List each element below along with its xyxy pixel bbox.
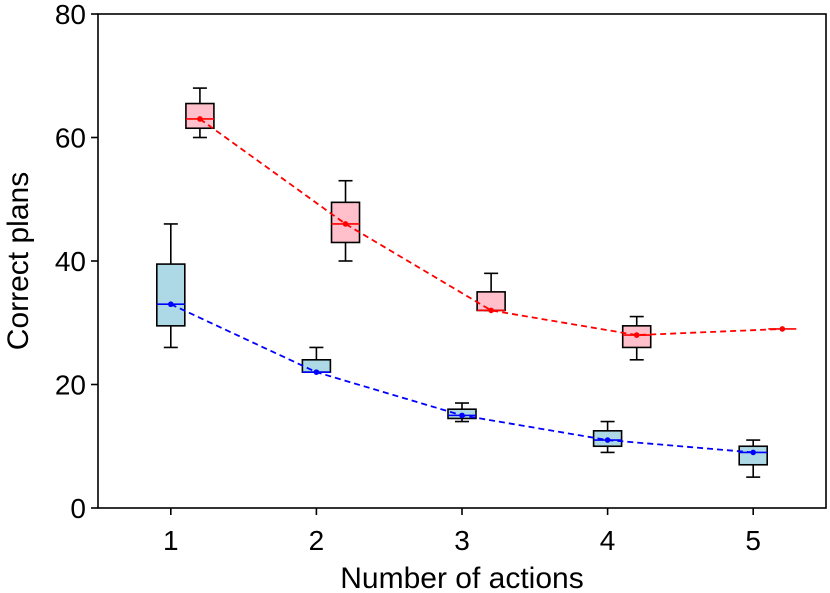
data-point-red [488, 307, 494, 314]
data-point-red [342, 221, 349, 227]
data-point-red [633, 332, 640, 338]
data-point-red [197, 116, 203, 122]
y-tick-label: 20 [55, 370, 86, 401]
box-blue-1 [156, 223, 186, 349]
box-body [185, 102, 215, 130]
plot-frame [97, 13, 827, 509]
x-tick-label: 5 [745, 525, 761, 556]
x-tick-label: 2 [309, 525, 325, 556]
trend-line-red [199, 118, 783, 337]
data-point-blue [750, 449, 756, 456]
y-tick-label: 40 [55, 246, 86, 277]
box-red-2 [330, 179, 361, 262]
box-body [330, 201, 361, 244]
x-tick-label: 4 [600, 525, 616, 556]
y-tick-label: 80 [55, 0, 86, 30]
data-point-blue [604, 437, 611, 443]
x-axis-label: Number of actions [340, 562, 583, 593]
box-red-1 [185, 87, 215, 139]
x-tick-label: 1 [163, 525, 179, 556]
axes-layer: 1 2 3 4 5 0 20 40 60 80 [55, 0, 761, 556]
box-body [156, 263, 186, 327]
y-tick-label: 60 [55, 123, 86, 154]
x-tick-label: 3 [454, 525, 470, 556]
marks-layer [156, 87, 797, 478]
data-point-blue [459, 412, 465, 419]
data-point-blue [168, 301, 174, 308]
box-blue-5 [738, 439, 769, 478]
data-point-blue [313, 369, 320, 375]
plot-area [98, 14, 826, 508]
y-axis-label: Correct plans [2, 172, 35, 350]
y-tick-label: 0 [70, 493, 86, 524]
box-body [738, 445, 769, 466]
